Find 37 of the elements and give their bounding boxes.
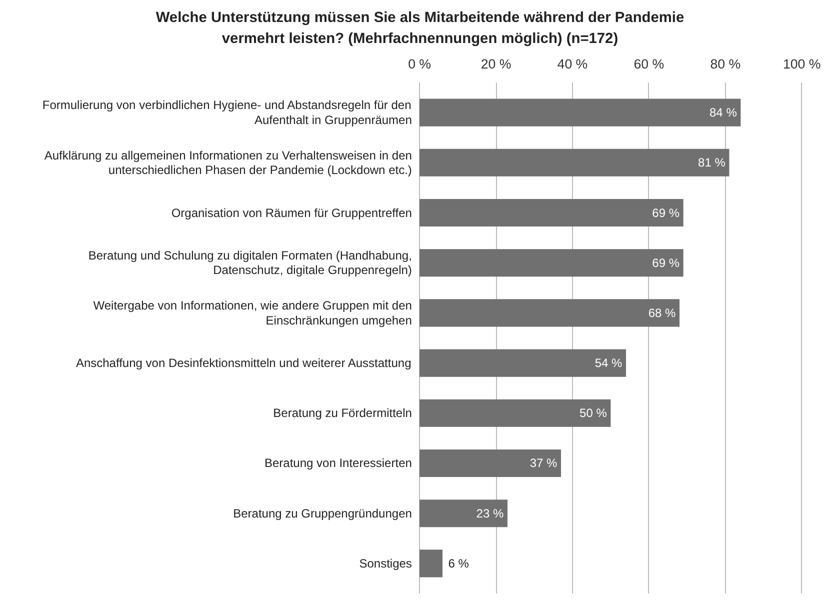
- bar: [420, 299, 680, 327]
- data-label: 37 %: [530, 456, 558, 470]
- x-tick-label: 0 %: [408, 56, 432, 72]
- x-tick-label: 20 %: [480, 56, 512, 72]
- y-tick-label: Organisation von Räumen für Gruppentreffen: [171, 206, 412, 220]
- data-label: 54 %: [594, 356, 623, 370]
- bar: [420, 198, 684, 227]
- bar: [420, 249, 684, 277]
- y-tick-label: Beratung von Interessierten: [264, 456, 412, 470]
- x-tick-label: 80 %: [710, 56, 741, 72]
- data-label: 84 %: [710, 106, 738, 120]
- bar: [420, 500, 508, 528]
- data-label: 69 %: [652, 256, 680, 270]
- bar: [420, 98, 741, 126]
- y-tick-label: Weitergabe von Informationen, wie andere Gruppen mit den Einschränkungen umgehen: [93, 298, 412, 328]
- data-label: 69 %: [652, 206, 680, 220]
- y-tick-label: Beratung zu Fördermitteln: [273, 406, 412, 420]
- y-tick-label: Formulierung von verbindlichen Hygiene- und Abstandsregeln für den Aufenthalt in Gruppenräumen: [42, 98, 412, 127]
- y-tick-label: Beratung zu Gruppengründungen: [233, 506, 412, 520]
- y-tick-label: Sonstiges: [359, 556, 412, 570]
- y-tick-label: Aufklärung zu allgemeinen Informationen zu Verhaltensweisen in den unterschiedlichen Phasen der Pandemie (Lockdown etc.): [44, 148, 412, 178]
- x-tick-label: 100 %: [782, 56, 821, 72]
- bar: [420, 449, 562, 478]
- bar: [420, 349, 626, 377]
- chart-title: Welche Unterstützung müssen Sie als Mitarbeitende während der Pandemie vermehrt leisten? (Mehrfachnennungen möglich) (n=172): [154, 9, 686, 49]
- bar: [420, 550, 442, 578]
- data-label: 68 %: [648, 306, 676, 320]
- data-label: 23 %: [476, 506, 504, 520]
- data-label: 6 %: [448, 556, 470, 570]
- bar: [420, 399, 611, 427]
- data-label: 81 %: [698, 156, 726, 170]
- bar: [420, 148, 730, 176]
- x-tick-label: 40 %: [557, 56, 588, 72]
- x-tick-label: 60 %: [634, 56, 664, 72]
- y-tick-label: Anschaffung von Desinfektionsmitteln und weiterer Ausstattung: [76, 356, 412, 370]
- y-tick-label: Beratung und Schulung zu digitalen Formaten (Handhabung, Datenschutz, digitale Gruppenregeln): [88, 248, 412, 278]
- data-label: 50 %: [580, 406, 608, 420]
